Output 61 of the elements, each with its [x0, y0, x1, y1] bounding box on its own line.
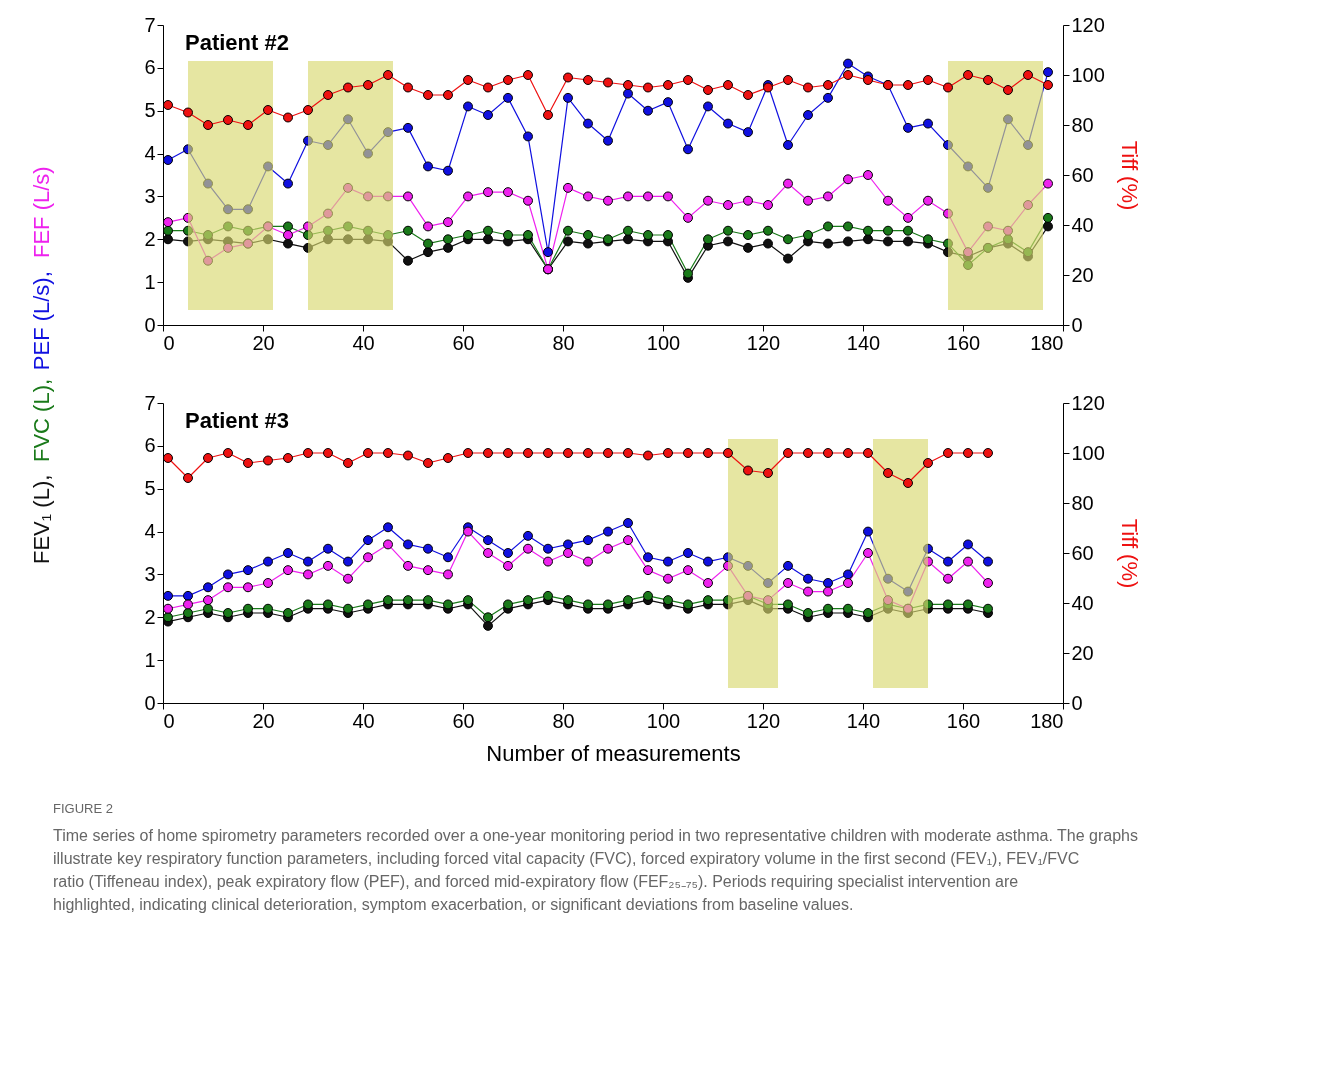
x-tick-label: 60 [452, 709, 475, 732]
y2-tick-label: 20 [1071, 641, 1094, 664]
y2-tick-label: 0 [1071, 691, 1083, 714]
x-tick-label: 100 [646, 331, 681, 354]
x-tick-label: 160 [946, 709, 981, 732]
x-tick-label: 40 [352, 709, 375, 732]
chart-title: Patient #2 [185, 30, 289, 55]
y-tick-label: 6 [144, 56, 156, 79]
y2-tick-label: 60 [1071, 541, 1094, 564]
y-tick-label: 1 [144, 648, 156, 671]
y2-tick-label: 100 [1071, 441, 1105, 464]
y-tick-label: 0 [144, 691, 156, 714]
x-tick-label: 80 [552, 331, 575, 354]
y-tick-label: 4 [144, 142, 156, 165]
x-tick-label: 100 [646, 709, 681, 732]
x-tick-label: 40 [352, 331, 375, 354]
x-tick-label: 0 [163, 709, 175, 732]
y-tick-label: 5 [144, 477, 156, 500]
y-tick-label: 3 [144, 184, 156, 207]
x-tick-label: 140 [846, 709, 881, 732]
x-tick-label: 120 [746, 331, 781, 354]
x-tick-label: 160 [946, 331, 981, 354]
y-tick-label: 3 [144, 562, 156, 585]
text: FEF (L/s) [29, 166, 54, 258]
y-tick-label: 4 [144, 520, 156, 543]
y2-axis-title: Tiff (%) [1116, 518, 1142, 589]
x-tick-label: 20 [252, 331, 275, 354]
y-tick-label: 2 [144, 605, 156, 628]
text: Time series of home spirometry parameters recorded over a one-year monitoring period in two representative children with moderate asthma. The graphs illustrate key respiratory function parameters, including forced vital capacity (FVC), forced expiratory volume in the first second (FEV₁), FEV₁/FVC ratio (Tiffeneau index), peak expiratory flow (PEF), and forced mid-expiratory flow (FEF₂₅₋₇₅). Periods requiring specialist intervention are highlighted, indicating clinical deterioration, symptom exacerbation, or significant deviations from baseline values. [53, 827, 1138, 913]
y2-tick-label: 40 [1071, 591, 1094, 614]
y2-tick-label: 100 [1071, 63, 1105, 86]
y2-tick-label: 40 [1071, 213, 1094, 236]
x-tick-label: 20 [252, 709, 275, 732]
y-tick-label: 2 [144, 227, 156, 250]
y2-tick-label: 80 [1071, 113, 1094, 136]
y2-tick-label: 0 [1071, 313, 1083, 336]
x-tick-label: 180 [1030, 331, 1064, 354]
text: FEV₁ (L), [29, 474, 54, 564]
x-tick-label: 180 [1030, 709, 1064, 732]
x-tick-label: 140 [846, 331, 881, 354]
y-tick-label: 1 [144, 270, 156, 293]
y2-axis-title: Tiff (%) [1116, 140, 1142, 211]
y2-tick-label: 120 [1071, 391, 1105, 414]
y2-tick-label: 120 [1071, 13, 1105, 36]
y2-tick-label: 20 [1071, 263, 1094, 286]
x-tick-label: 60 [452, 331, 475, 354]
caption: FIGURE 2 [53, 801, 113, 816]
y2-tick-label: 60 [1071, 163, 1094, 186]
x-tick-label: 80 [552, 709, 575, 732]
text: FVC (L), [29, 378, 54, 462]
y-tick-label: 0 [144, 313, 156, 336]
y-tick-label: 5 [144, 99, 156, 122]
x-axis-title: Number of measurements [486, 740, 741, 766]
y-tick-label: 6 [144, 434, 156, 457]
x-tick-label: 0 [163, 331, 175, 354]
y-tick-label: 7 [144, 391, 156, 414]
chart-title: Patient #3 [185, 408, 289, 433]
y-tick-label: 7 [144, 13, 156, 36]
text: PEF (L/s), [29, 271, 54, 371]
y2-tick-label: 80 [1071, 491, 1094, 514]
x-tick-label: 120 [746, 709, 781, 732]
